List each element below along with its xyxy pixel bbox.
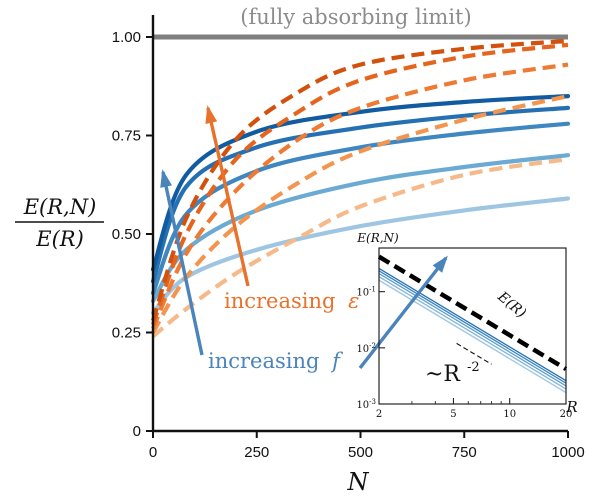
inset-slope-guide (456, 342, 492, 365)
inset-x-tick-label: 5 (450, 409, 456, 420)
inset-increasing-f-arrow (358, 255, 448, 370)
inset-reference-line (377, 254, 568, 371)
y-tick-label: 0.25 (112, 325, 141, 342)
annotation-increasing-epsilon: increasing ε (224, 289, 359, 313)
x-axis-label: N (347, 468, 370, 496)
orange-series-line-5 (151, 38, 569, 322)
y-tick-label: 1.00 (112, 29, 141, 46)
inset-frame (378, 247, 567, 405)
chart-labels: (fully absorbing limit) N E(R,N) E(R) in… (15, 5, 578, 496)
annotation-epsilon-text: increasing (224, 289, 335, 313)
x-tick-label: 500 (348, 444, 373, 461)
inset-y-axis-label: E(R,N) (356, 231, 399, 245)
blue-series-line-3 (150, 121, 571, 296)
main-plot: 0 250 500 750 1000 0 0.25 0.50 0.75 1.00 (112, 15, 585, 461)
annotation-increasing-f: increasing f (208, 349, 343, 373)
increasing-epsilon-arrow (205, 105, 250, 287)
y-tick-label: 0.75 (112, 128, 141, 145)
blue-series-line-5 (150, 94, 571, 272)
inset-slope-label: ~R -2 (425, 360, 480, 387)
increasing-f-arrow (160, 169, 204, 356)
y-axis-label-numerator: E(R,N) (23, 195, 97, 219)
y-tick-label: 0 (133, 423, 141, 440)
x-tick-label: 750 (452, 444, 477, 461)
orange-series-line-3 (151, 62, 569, 330)
reference-line-label: (fully absorbing limit) (240, 5, 471, 29)
inset-x-tick-label: 10 (503, 409, 516, 420)
x-tick-label: 1000 (551, 444, 584, 461)
x-tick-label: 0 (149, 444, 157, 461)
annotation-f-text: increasing (208, 349, 319, 373)
annotation-epsilon-symbol: ε (348, 289, 359, 313)
inset-y-tick-label: 10-1 (356, 286, 376, 299)
inset-background (379, 248, 566, 404)
inset-series-line-2 (378, 276, 567, 390)
inset-y-tick-label: 10-3 (356, 398, 376, 411)
annotation-f-symbol: f (330, 349, 343, 373)
inset-x-tick-label: 20 (560, 409, 573, 420)
x-tick-label: 250 (244, 444, 269, 461)
inset-slope-base: ~R (425, 362, 461, 387)
inset-series-line-3 (378, 273, 567, 387)
inset-x-tick-label: 2 (376, 409, 382, 420)
inset-series-line-1 (378, 279, 567, 394)
inset-slope-exponent: -2 (467, 360, 480, 375)
inset-series-line-5 (378, 267, 567, 382)
inset-y-tick-label: 10-2 (356, 342, 376, 355)
orange-series-line-1 (151, 157, 569, 339)
inset-x-axis-label: R (565, 398, 577, 416)
inset-series-line-4 (378, 270, 567, 384)
y-tick-label: 0.50 (112, 226, 141, 243)
inset-plot: 2 5 10 20 10-1 10-2 10-3 (356, 247, 573, 420)
orange-series-line-4 (151, 42, 569, 326)
y-axis-label-denominator: E(R) (35, 227, 84, 251)
